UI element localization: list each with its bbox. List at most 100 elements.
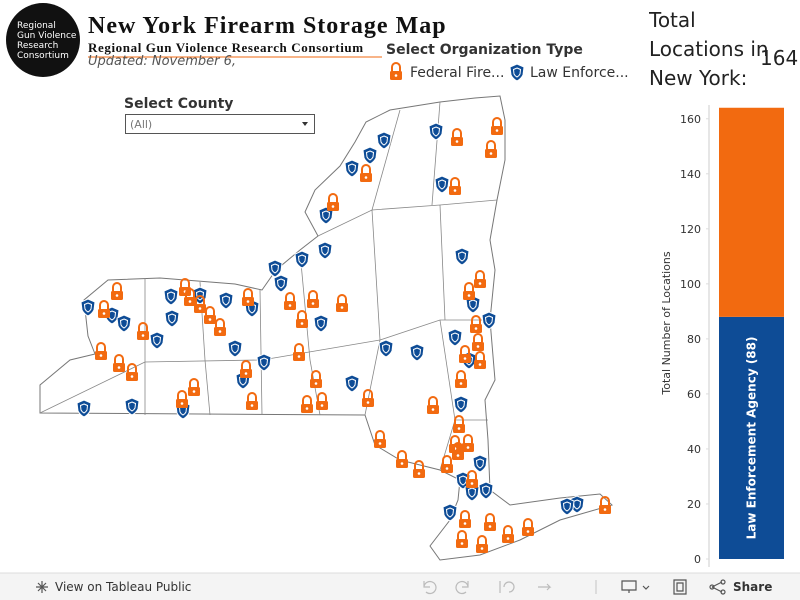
firearms-licensee-marker[interactable] (327, 193, 339, 211)
firearms-licensee-marker[interactable] (441, 455, 453, 473)
firearms-licensee-marker[interactable] (396, 450, 408, 468)
share[interactable]: Share (733, 580, 772, 594)
law-enforcement-marker[interactable] (313, 314, 329, 333)
firearms-licensee-marker[interactable] (360, 164, 372, 182)
firearms-licensee-marker[interactable] (413, 460, 425, 478)
firearms-licensee-marker[interactable] (188, 378, 200, 396)
law-enforcement-marker[interactable] (273, 274, 289, 293)
revert-icon[interactable] (499, 581, 515, 593)
firearms-licensee-marker[interactable] (242, 288, 254, 306)
law-enforcement-marker[interactable] (472, 454, 488, 473)
firearms-licensee-marker[interactable] (476, 535, 488, 553)
firearms-licensee-marker[interactable] (246, 392, 258, 410)
firearms-licensee-marker[interactable] (451, 128, 463, 146)
firearms-licensee-marker[interactable] (307, 290, 319, 308)
law-enforcement-marker[interactable] (80, 298, 96, 317)
firearms-licensee-marker[interactable] (484, 513, 496, 531)
redo-icon[interactable] (455, 580, 469, 595)
map[interactable] (39, 95, 613, 561)
law-enforcement-marker[interactable] (362, 146, 378, 165)
law-enforcement-marker[interactable] (344, 374, 360, 393)
law-enforcement-marker[interactable] (465, 295, 481, 314)
firearms-licensee-marker[interactable] (449, 177, 461, 195)
firearms-licensee-marker[interactable] (462, 434, 474, 452)
firearms-licensee-marker[interactable] (491, 117, 503, 135)
county-dropdown[interactable] (125, 114, 315, 134)
legend-lock[interactable] (390, 62, 402, 80)
firearms-licensee-marker[interactable] (111, 282, 123, 300)
bar-segment[interactable] (719, 107, 784, 317)
firearms-licensee-marker[interactable] (485, 140, 497, 158)
law-enforcement-marker[interactable] (267, 259, 283, 278)
law-enforcement-marker[interactable] (218, 291, 234, 310)
firearms-licensee-marker[interactable] (126, 363, 138, 381)
firearms-licensee-marker[interactable] (362, 389, 374, 407)
firearms-licensee-marker[interactable] (113, 354, 125, 372)
download-caret[interactable] (642, 585, 650, 590)
firearms-licensee-marker[interactable] (459, 345, 471, 363)
firearms-licensee-marker[interactable] (336, 294, 348, 312)
firearms-licensee-marker[interactable] (184, 288, 196, 306)
firearms-licensee-marker[interactable] (98, 300, 110, 318)
firearms-licensee-marker[interactable] (474, 270, 486, 288)
firearms-licensee-marker[interactable] (463, 282, 475, 300)
firearms-licensee-marker[interactable] (176, 390, 188, 408)
download-icon[interactable] (621, 580, 637, 593)
undo-icon[interactable] (423, 580, 437, 595)
law-enforcement-marker[interactable] (428, 122, 444, 141)
firearms-licensee-marker[interactable] (427, 396, 439, 414)
firearms-licensee-marker[interactable] (472, 333, 484, 351)
law-enforcement-marker[interactable] (318, 206, 334, 225)
law-enforcement-marker[interactable] (317, 241, 333, 260)
firearms-licensee-marker[interactable] (310, 370, 322, 388)
law-enforcement-marker[interactable] (76, 399, 92, 418)
law-enforcement-marker[interactable] (454, 247, 470, 266)
firearms-licensee-marker[interactable] (459, 510, 471, 528)
law-enforcement-marker[interactable] (256, 353, 272, 372)
law-enforcement-marker[interactable] (294, 250, 310, 269)
tableau-icon[interactable] (36, 581, 48, 593)
law-enforcement-marker[interactable] (453, 395, 469, 414)
firearms-licensee-marker[interactable] (240, 360, 252, 378)
law-enforcement-marker[interactable] (164, 309, 180, 328)
firearms-licensee-marker[interactable] (522, 518, 534, 536)
law-enforcement-marker[interactable] (478, 481, 494, 500)
law-enforcement-marker[interactable] (116, 314, 132, 333)
firearms-licensee-marker[interactable] (137, 322, 149, 340)
firearms-licensee-marker[interactable] (204, 306, 216, 324)
legend-shield[interactable] (509, 63, 525, 82)
refresh-icon[interactable] (538, 583, 552, 591)
law-enforcement-marker[interactable] (559, 497, 575, 516)
firearms-licensee-marker[interactable] (95, 342, 107, 360)
law-enforcement-marker[interactable] (481, 311, 497, 330)
firearms-licensee-marker[interactable] (316, 392, 328, 410)
law-enforcement-marker[interactable] (344, 159, 360, 178)
law-enforcement-marker[interactable] (163, 287, 179, 306)
firearms-licensee-marker[interactable] (456, 530, 468, 548)
firearms-licensee-marker[interactable] (194, 295, 206, 313)
firearms-licensee-marker[interactable] (599, 496, 611, 514)
firearms-licensee-marker[interactable] (502, 525, 514, 543)
firearms-licensee-marker[interactable] (466, 470, 478, 488)
law-enforcement-marker[interactable] (227, 339, 243, 358)
law-enforcement-marker[interactable] (442, 503, 458, 522)
law-enforcement-marker[interactable] (434, 175, 450, 194)
firearms-licensee-marker[interactable] (293, 343, 305, 361)
firearms-licensee-marker[interactable] (301, 395, 313, 413)
view-on-tableau[interactable]: View on Tableau Public (55, 580, 191, 594)
law-enforcement-marker[interactable] (149, 331, 165, 350)
firearms-licensee-marker[interactable] (453, 415, 465, 433)
firearms-licensee-marker[interactable] (374, 430, 386, 448)
law-enforcement-marker[interactable] (447, 328, 463, 347)
firearms-licensee-marker[interactable] (214, 318, 226, 336)
law-enforcement-marker[interactable] (376, 131, 392, 150)
firearms-licensee-marker[interactable] (474, 351, 486, 369)
law-enforcement-marker[interactable] (409, 343, 425, 362)
bar-segment[interactable] (719, 316, 784, 559)
law-enforcement-marker[interactable] (124, 397, 140, 416)
firearms-licensee-marker[interactable] (284, 292, 296, 310)
fullscreen-icon[interactable] (673, 579, 687, 595)
firearms-licensee-marker[interactable] (470, 315, 482, 333)
law-enforcement-marker[interactable] (464, 483, 480, 502)
legend[interactable]: Federal Fire... Law Enforce... (390, 62, 629, 82)
